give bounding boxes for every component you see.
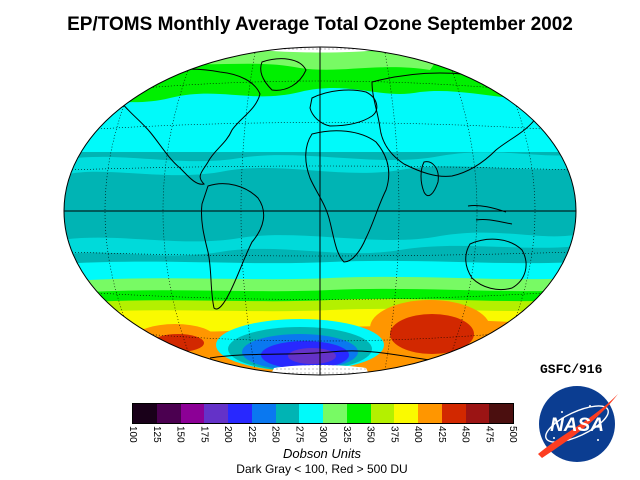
scale-tick-label: 425 — [435, 426, 447, 443]
ozone-maximum — [390, 314, 474, 354]
scale-swatch-6 — [275, 404, 300, 423]
map-title: EP/TOMS Monthly Average Total Ozone Sept… — [67, 14, 573, 35]
scale-swatch-1 — [156, 404, 181, 423]
scale-swatch-3 — [204, 404, 228, 423]
scale-tick-label: 200 — [222, 426, 233, 443]
scale-tick-label: 350 — [364, 426, 376, 443]
color-scale-ticks: 100 125 150 175 200 225 250 275 300 325 350 375 400 4… — [127, 426, 518, 448]
scale-swatch-7 — [299, 404, 323, 423]
scale-swatch-13 — [441, 404, 466, 423]
units-label: Dobson Units — [282, 446, 362, 461]
scale-tick-label: 250 — [269, 426, 281, 443]
scale-swatch-11 — [394, 404, 418, 423]
continent-outlines — [117, 58, 537, 361]
scale-tick-label: 500 — [507, 426, 518, 443]
scale-swatch-2 — [180, 404, 205, 423]
logo-text: NASA — [550, 415, 604, 436]
scale-tick-label: 450 — [459, 426, 471, 443]
scale-tick-label: 150 — [174, 426, 186, 443]
scale-tick-label: 375 — [388, 426, 400, 443]
color-scale-bar — [132, 403, 514, 424]
scale-tick-label: 325 — [340, 426, 352, 443]
scale-swatch-0 — [133, 404, 157, 423]
range-note: Dark Gray < 100, Red > 500 DU — [236, 462, 408, 476]
scale-tick-label: 300 — [317, 426, 328, 443]
scale-tick-label: 400 — [412, 426, 423, 443]
scale-tick-label: 275 — [293, 426, 305, 443]
logo-vector — [538, 394, 618, 458]
scale-tick-label: 475 — [483, 426, 495, 443]
scale-tick-label: 100 — [127, 426, 138, 443]
nasa-meatball-logo: NASA — [538, 386, 618, 462]
scale-tick-label: 225 — [245, 426, 257, 443]
scale-swatch-10 — [370, 404, 395, 423]
scale-swatch-15 — [489, 404, 513, 423]
scale-tick-label: 175 — [198, 426, 210, 443]
scale-swatch-5 — [251, 404, 276, 423]
scale-swatch-12 — [418, 404, 442, 423]
scale-swatch-4 — [228, 404, 252, 423]
scale-swatch-9 — [346, 404, 371, 423]
credit-label: GSFC/916 — [540, 362, 603, 377]
scale-tick-label: 125 — [150, 426, 162, 443]
scale-swatch-14 — [465, 404, 490, 423]
scale-swatch-8 — [323, 404, 347, 423]
